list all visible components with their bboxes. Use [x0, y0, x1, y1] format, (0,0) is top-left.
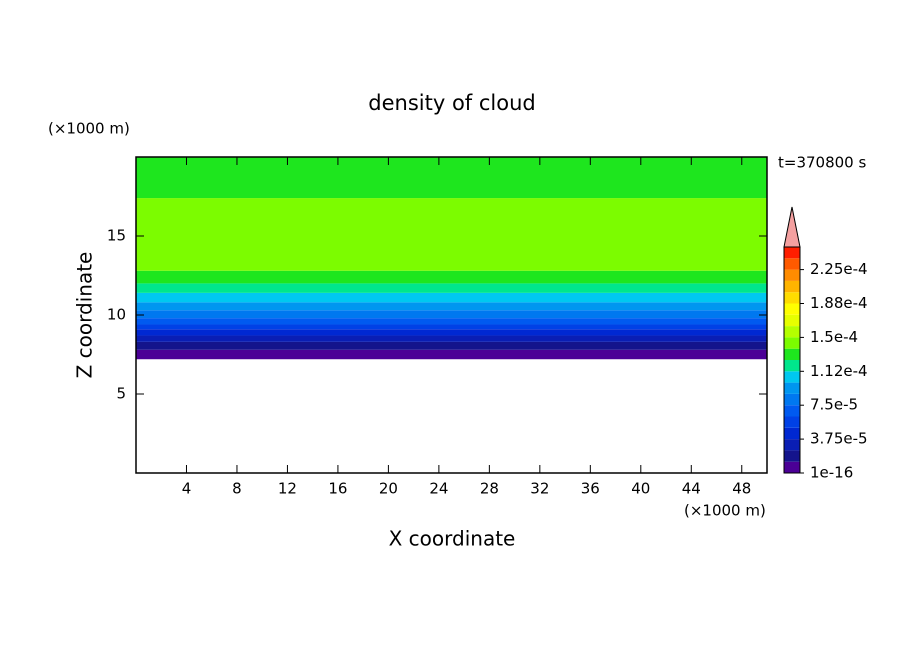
contour-band [136, 324, 767, 330]
x-tick-label: 20 [379, 480, 398, 498]
colorbar-label: 2.25e-4 [810, 260, 868, 278]
colorbar-band [784, 416, 800, 428]
contour-band [136, 310, 767, 319]
colorbar-label: 3.75e-5 [810, 430, 868, 448]
colorbar-band [784, 247, 800, 259]
x-tick-label: 36 [581, 480, 600, 498]
contour-band [136, 329, 767, 336]
contour-band [136, 318, 767, 325]
contour-band [136, 349, 767, 360]
colorbar-band [784, 382, 800, 394]
colorbar-label: 7.5e-5 [810, 396, 858, 414]
colorbar-band [784, 393, 800, 406]
colorbar-band [784, 280, 800, 293]
colorbar-band [784, 337, 800, 349]
x-tick-label: 48 [732, 480, 751, 498]
x-tick-label: 28 [480, 480, 499, 498]
colorbar-band [784, 427, 800, 440]
x-tick-label: 40 [631, 480, 650, 498]
y-tick-label: 5 [116, 385, 126, 403]
colorbar-band [784, 439, 800, 451]
contour-band [136, 283, 767, 293]
colorbar-band [784, 405, 800, 417]
x-axis-label: X coordinate [389, 527, 516, 551]
time-label: t=370800 s [778, 154, 866, 172]
x-unit: (×1000 m) [684, 502, 766, 520]
colorbar-label: 1e-16 [810, 464, 853, 482]
colorbar-band [784, 292, 800, 304]
contour-band [136, 198, 767, 271]
x-tick-label: 24 [429, 480, 448, 498]
colorbar-label: 1.5e-4 [810, 328, 858, 346]
chart-title: density of cloud [368, 91, 535, 115]
colorbar-frame [783, 246, 801, 474]
colorbar-band [784, 461, 800, 473]
contour-band [136, 270, 767, 284]
x-tick-label: 12 [278, 480, 297, 498]
colorbar-band [784, 258, 800, 270]
x-tick-label: 44 [682, 480, 701, 498]
contour-band [136, 335, 767, 342]
colorbar-label: 1.88e-4 [810, 294, 868, 312]
colorbar-band [784, 348, 800, 360]
colorbar-band [784, 371, 800, 383]
contour-band [136, 341, 767, 350]
colorbar-band [784, 314, 800, 327]
colorbar-band [784, 269, 800, 281]
x-tick-label: 16 [328, 480, 347, 498]
x-tick-label: 4 [182, 480, 192, 498]
x-tick-label: 8 [232, 480, 242, 498]
colorbar-band [784, 450, 800, 462]
contour-band [136, 302, 767, 311]
y-unit: (×1000 m) [48, 120, 130, 138]
y-axis-label: Z coordinate [73, 252, 97, 379]
colorbar-band [784, 360, 800, 372]
colorbar-band [784, 326, 800, 338]
colorbar-over [783, 206, 801, 248]
colorbar-label: 1.12e-4 [810, 362, 868, 380]
y-tick-label: 10 [107, 306, 126, 324]
y-tick-label: 15 [107, 227, 126, 245]
x-tick-label: 32 [530, 480, 549, 498]
contour-band [136, 157, 767, 199]
contour-band [136, 292, 767, 303]
colorbar-band [784, 303, 800, 315]
